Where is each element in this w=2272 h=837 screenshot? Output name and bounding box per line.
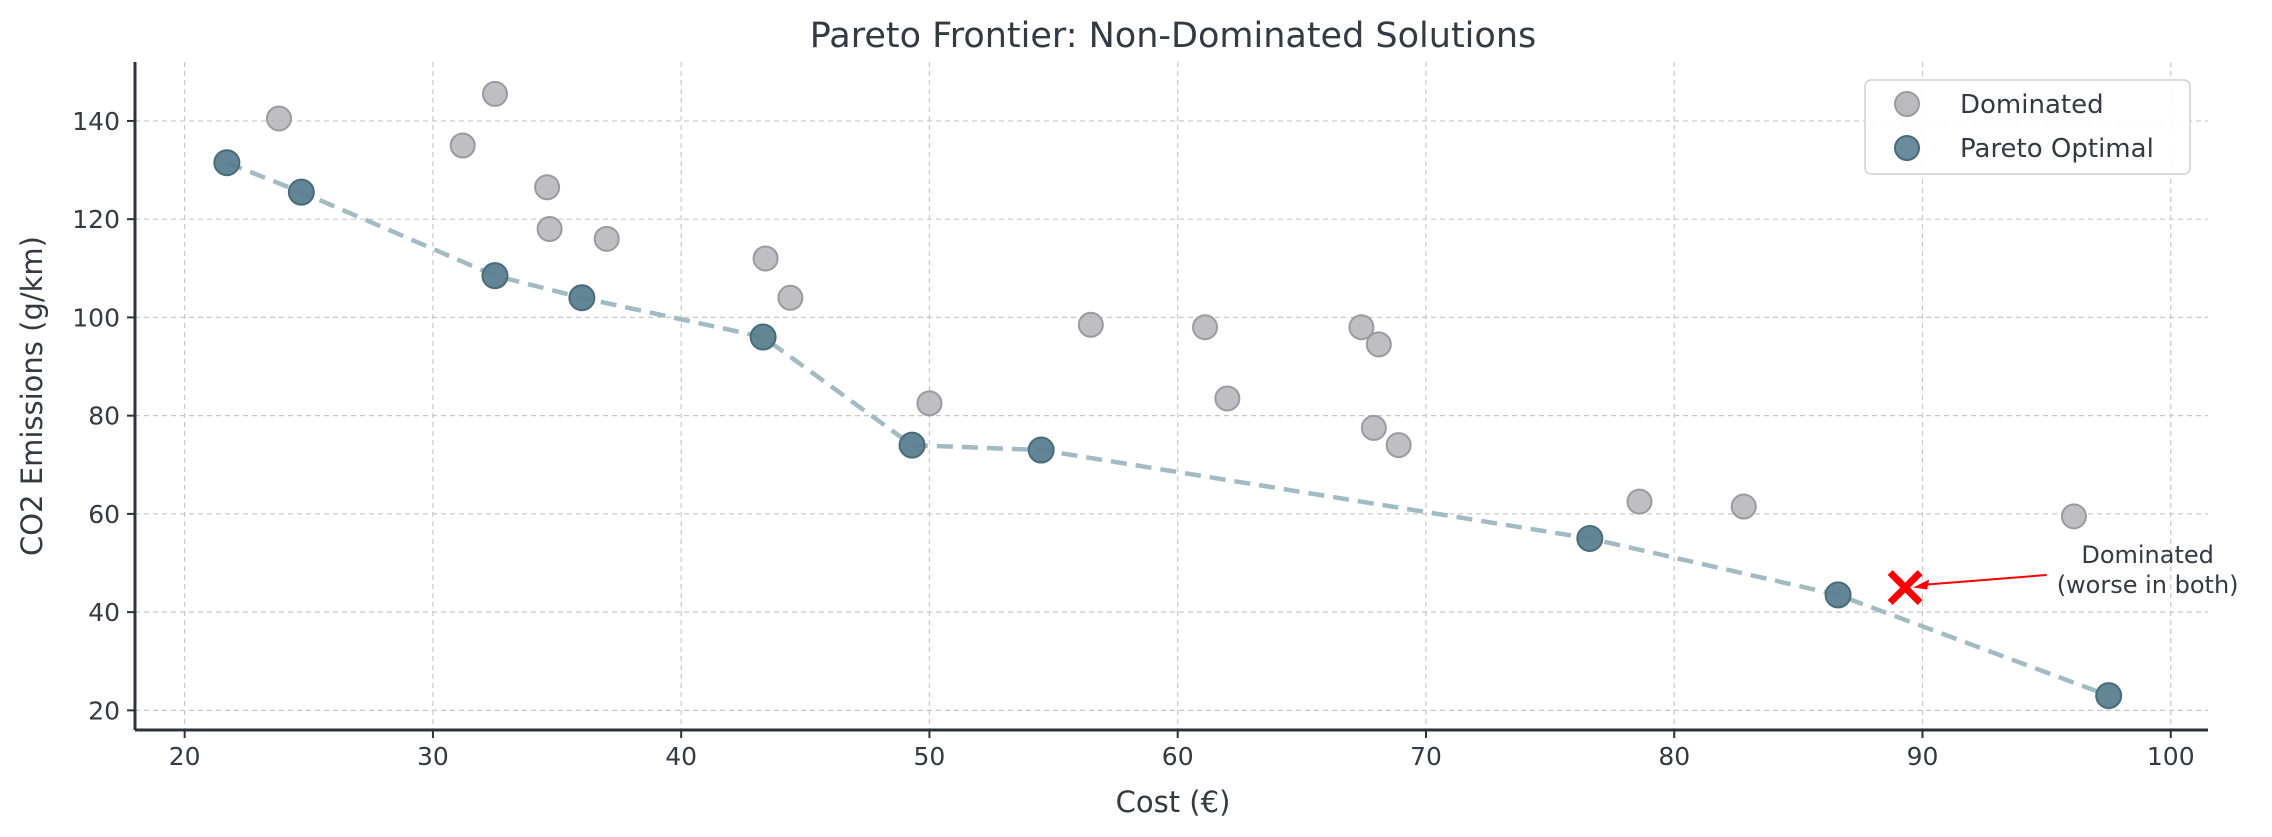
dominated-point bbox=[777, 284, 804, 311]
annotation-arrow bbox=[1927, 574, 2047, 586]
y-tick-label: 40 bbox=[88, 598, 120, 627]
annotation-text: (worse in both) bbox=[2057, 571, 2239, 599]
x-tick-label: 40 bbox=[665, 742, 697, 771]
x-tick-label: 20 bbox=[169, 742, 201, 771]
x-tick-label: 30 bbox=[417, 742, 449, 771]
y-tick-label: 20 bbox=[88, 696, 120, 725]
dominated-point bbox=[481, 80, 508, 107]
annotation-arrowhead bbox=[1913, 579, 1930, 590]
highlighted-point-x bbox=[1887, 570, 1923, 606]
dominated-point bbox=[1348, 314, 1375, 341]
pareto-frontier-line bbox=[226, 160, 2110, 698]
pareto-point bbox=[1824, 581, 1852, 609]
y-tick-label: 80 bbox=[88, 402, 120, 431]
dominated-point bbox=[1077, 311, 1104, 338]
x-tick-label: 100 bbox=[2147, 742, 2195, 771]
dominated-point bbox=[449, 132, 476, 159]
dominated-point bbox=[1192, 314, 1219, 341]
y-tick-label: 60 bbox=[88, 500, 120, 529]
pareto-point bbox=[1576, 524, 1604, 552]
annotation-text: Dominated bbox=[2081, 541, 2214, 569]
dominated-point bbox=[1626, 488, 1653, 515]
chart-title: Pareto Frontier: Non-Dominated Solutions bbox=[810, 16, 1537, 56]
y-tick-label: 140 bbox=[72, 107, 120, 136]
legend-label: Dominated bbox=[1960, 90, 2104, 120]
x-tick-label: 50 bbox=[914, 742, 946, 771]
dominated-point bbox=[2060, 503, 2087, 530]
axes bbox=[127, 62, 2208, 738]
legend-marker bbox=[1894, 135, 1920, 161]
pareto-point bbox=[898, 431, 926, 459]
legend-marker bbox=[1894, 91, 1920, 117]
pareto-point bbox=[287, 178, 315, 206]
y-tick-label: 100 bbox=[72, 303, 120, 332]
frontier-line-layer bbox=[226, 160, 2110, 698]
dominated-point bbox=[1365, 331, 1392, 358]
dominated-point bbox=[752, 245, 779, 272]
x-tick-label: 80 bbox=[1658, 742, 1690, 771]
pareto-point bbox=[213, 149, 241, 177]
pareto-point bbox=[749, 323, 777, 351]
y-axis-label: CO2 Emissions (g/km) bbox=[15, 236, 49, 556]
pareto-point bbox=[1027, 436, 1055, 464]
tick-labels: 20 30 40 50 60 70 80 90 100 20 40 60 80 100 120 140 bbox=[72, 107, 2194, 771]
dominated-point bbox=[536, 216, 563, 242]
x-tick-label: 90 bbox=[1907, 742, 1939, 771]
annotation: Dominated(worse in both) bbox=[1913, 541, 2239, 599]
legend-box bbox=[1864, 79, 2191, 175]
points-layer bbox=[213, 80, 2123, 710]
x-tick-label: 70 bbox=[1410, 742, 1442, 771]
dominated-point bbox=[265, 105, 292, 132]
y-tick-label: 120 bbox=[72, 205, 120, 234]
dominated-point bbox=[1730, 493, 1757, 520]
dominated-point bbox=[593, 225, 620, 252]
dominated-point bbox=[1385, 432, 1412, 459]
legend-label: Pareto Optimal bbox=[1960, 134, 2154, 164]
dominated-point bbox=[1360, 414, 1387, 441]
pareto-point bbox=[2095, 682, 2123, 710]
dominated-point bbox=[916, 390, 943, 417]
highlight-x-stroke bbox=[1887, 570, 1923, 606]
pareto-point bbox=[568, 284, 596, 312]
pareto-point bbox=[481, 262, 509, 290]
dominated-point bbox=[534, 174, 561, 201]
legend: Dominated Pareto Optimal bbox=[1864, 79, 2191, 175]
x-axis-label: Cost (€) bbox=[1116, 785, 1231, 819]
dominated-point bbox=[1214, 385, 1241, 412]
x-tick-label: 60 bbox=[1162, 742, 1194, 771]
